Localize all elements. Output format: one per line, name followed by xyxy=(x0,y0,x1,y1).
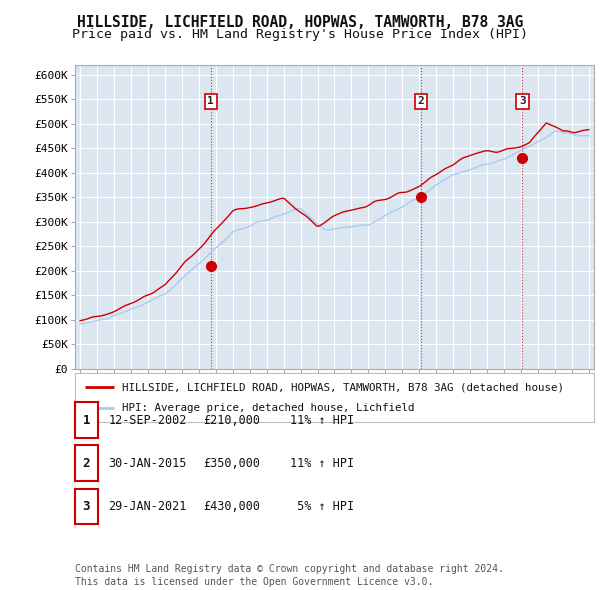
Text: 1: 1 xyxy=(83,414,90,427)
Text: 3: 3 xyxy=(83,500,90,513)
Text: HPI: Average price, detached house, Lichfield: HPI: Average price, detached house, Lich… xyxy=(122,404,414,414)
Text: 11% ↑ HPI: 11% ↑ HPI xyxy=(290,457,354,470)
Text: £210,000: £210,000 xyxy=(203,414,260,427)
Text: 3: 3 xyxy=(519,96,526,106)
Text: £350,000: £350,000 xyxy=(203,457,260,470)
Text: £430,000: £430,000 xyxy=(203,500,260,513)
Text: Contains HM Land Registry data © Crown copyright and database right 2024.
This d: Contains HM Land Registry data © Crown c… xyxy=(75,564,504,587)
Text: HILLSIDE, LICHFIELD ROAD, HOPWAS, TAMWORTH, B78 3AG (detached house): HILLSIDE, LICHFIELD ROAD, HOPWAS, TAMWOR… xyxy=(122,382,564,392)
Text: 12-SEP-2002: 12-SEP-2002 xyxy=(109,414,187,427)
Text: Price paid vs. HM Land Registry's House Price Index (HPI): Price paid vs. HM Land Registry's House … xyxy=(72,28,528,41)
Text: 29-JAN-2021: 29-JAN-2021 xyxy=(109,500,187,513)
Text: 2: 2 xyxy=(83,457,90,470)
Text: 1: 1 xyxy=(208,96,214,106)
Text: 11% ↑ HPI: 11% ↑ HPI xyxy=(290,414,354,427)
Text: 30-JAN-2015: 30-JAN-2015 xyxy=(109,457,187,470)
Text: HILLSIDE, LICHFIELD ROAD, HOPWAS, TAMWORTH, B78 3AG: HILLSIDE, LICHFIELD ROAD, HOPWAS, TAMWOR… xyxy=(77,15,523,30)
Text: 2: 2 xyxy=(417,96,424,106)
Text: 5% ↑ HPI: 5% ↑ HPI xyxy=(290,500,354,513)
